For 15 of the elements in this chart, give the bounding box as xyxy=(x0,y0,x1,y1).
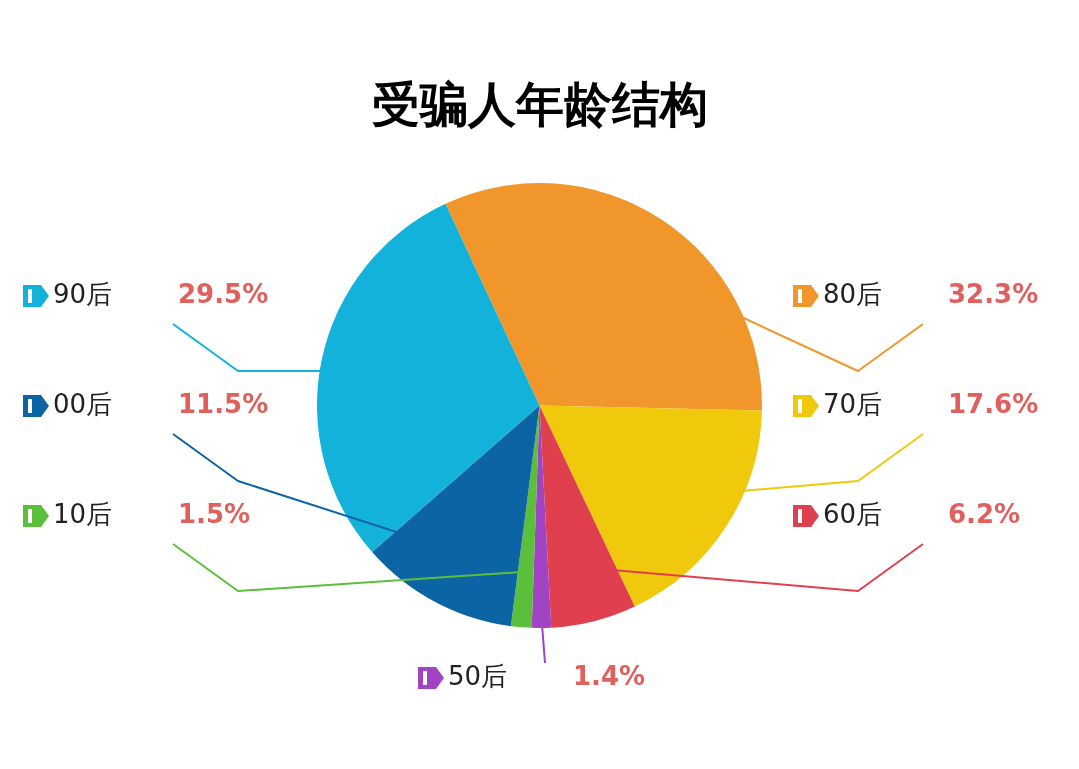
data-label: 1.5% xyxy=(178,498,251,529)
data-label: 29.5% xyxy=(178,278,269,309)
legend-label: 10后 xyxy=(53,498,113,529)
legend-label: 90后 xyxy=(53,278,113,309)
data-label: 32.3% xyxy=(948,278,1039,309)
data-label: 11.5% xyxy=(178,388,269,419)
legend-label: 80后 xyxy=(823,278,883,309)
legend-label: 00后 xyxy=(53,388,113,419)
legend-label: 60后 xyxy=(823,498,883,529)
legend-label: 70后 xyxy=(823,388,883,419)
data-label: 17.6% xyxy=(948,388,1039,419)
data-label: 1.4% xyxy=(573,660,646,691)
legend-label: 50后 xyxy=(448,660,508,691)
data-label: 6.2% xyxy=(948,498,1021,529)
chart-title: 受骗人年龄结构 xyxy=(370,75,709,134)
